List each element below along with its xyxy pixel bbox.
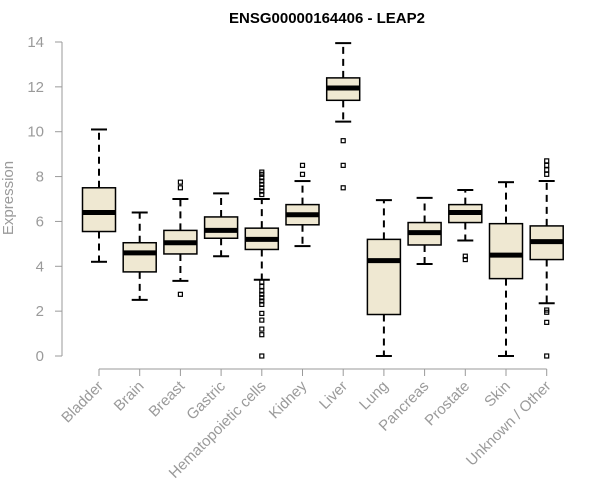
- outlier-point: [299, 171, 306, 177]
- outlier-point: [544, 167, 550, 173]
- box-liver: [325, 42, 361, 191]
- iqr-box: [81, 187, 117, 233]
- y-axis-label: Expression: [0, 161, 17, 235]
- y-tick-label: 10: [27, 124, 44, 141]
- outlier-point: [177, 179, 183, 185]
- boxes-group: [81, 42, 564, 359]
- iqr-box: [488, 222, 524, 280]
- y-tick-label: 8: [36, 169, 44, 186]
- outlier-point: [299, 162, 306, 168]
- outlier-point: [544, 158, 550, 164]
- outlier-point: [259, 317, 265, 323]
- outlier-point: [259, 283, 265, 290]
- outlier-point: [462, 256, 468, 263]
- y-tick-label: 14: [27, 34, 44, 51]
- x-tick-label: Prostate: [422, 378, 474, 430]
- outlier-point: [259, 291, 265, 297]
- x-tick-label: Kidney: [266, 377, 311, 422]
- chart-title: ENSG00000164406 - LEAP2: [229, 10, 425, 27]
- box-breast: [163, 179, 198, 297]
- outlier-point: [259, 353, 265, 359]
- box-pancreas: [407, 196, 442, 266]
- y-tick-label: 2: [36, 303, 44, 320]
- x-tick-label: Bladder: [58, 378, 107, 427]
- outlier-point: [259, 332, 265, 338]
- outlier-point: [259, 298, 265, 304]
- outlier-point: [340, 138, 346, 144]
- x-tick-label: Brain: [111, 378, 148, 415]
- outlier-point: [259, 169, 265, 175]
- outlier-point: [259, 191, 265, 198]
- iqr-box: [203, 216, 239, 239]
- iqr-box: [122, 241, 157, 273]
- outlier-point: [177, 291, 183, 297]
- outlier-point: [544, 171, 550, 177]
- box-gastric: [203, 192, 239, 258]
- outlier-point: [259, 181, 265, 188]
- box-skin: [488, 181, 524, 357]
- outlier-point: [544, 353, 550, 359]
- iqr-box: [366, 238, 402, 316]
- box-hematopoietic-cells: [244, 169, 280, 359]
- outlier-point: [259, 295, 265, 301]
- outlier-point: [177, 185, 183, 191]
- y-axis: 0 2 4 6 8 10 12 14: [27, 34, 63, 365]
- outlier-point: [259, 175, 265, 181]
- outlier-point: [259, 310, 265, 316]
- box-lung: [366, 199, 402, 357]
- x-tick-label: Liver: [316, 378, 351, 413]
- x-tick-label: Breast: [146, 377, 189, 420]
- outlier-point: [340, 162, 346, 168]
- x-tick-label: Skin: [481, 378, 514, 411]
- box-unknown-other: [529, 158, 564, 359]
- outlier-point: [259, 185, 265, 191]
- outlier-point: [259, 178, 265, 184]
- outlier-point: [259, 188, 265, 194]
- outlier-point: [462, 253, 468, 259]
- box-bladder: [81, 128, 117, 263]
- x-tick-label: Lung: [356, 378, 392, 414]
- outlier-point: [259, 326, 265, 332]
- outlier-point: [544, 162, 550, 168]
- y-tick-label: 6: [36, 213, 44, 230]
- outlier-point: [259, 301, 265, 308]
- box-kidney: [285, 162, 320, 248]
- y-tick-label: 0: [36, 348, 44, 365]
- outlier-point: [544, 307, 550, 313]
- y-tick-label: 4: [36, 258, 44, 275]
- box-brain: [122, 211, 157, 301]
- outlier-point: [544, 319, 550, 325]
- box-prostate: [448, 189, 483, 263]
- outlier-point: [259, 279, 265, 285]
- outlier-point: [340, 185, 346, 191]
- y-tick-label: 12: [27, 79, 44, 96]
